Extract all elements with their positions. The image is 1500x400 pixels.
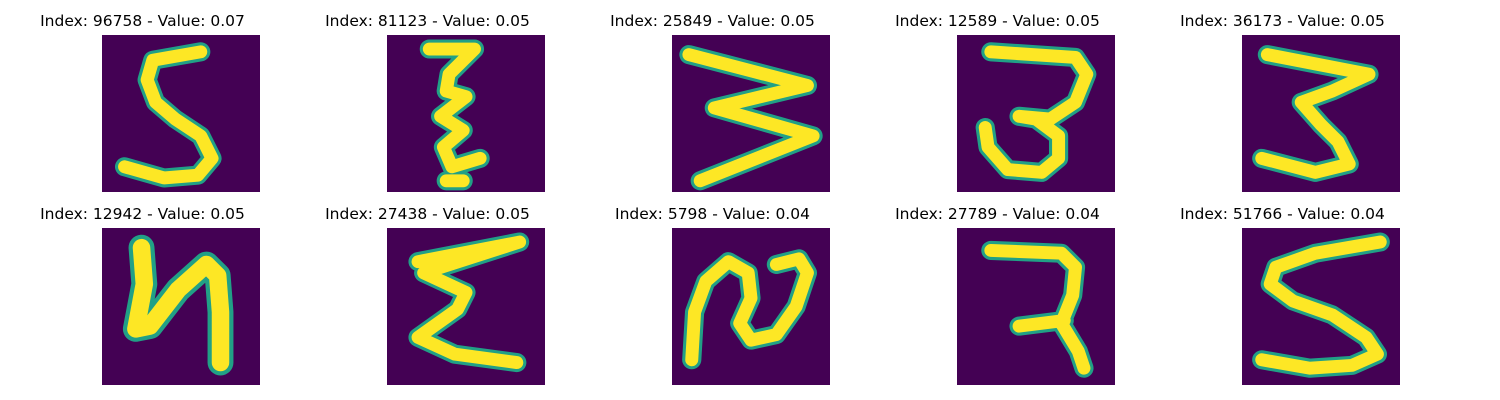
- digit-image: [672, 228, 830, 385]
- panel-title: Index: 27789 - Value: 0.04: [895, 205, 1100, 223]
- digit-image: [102, 228, 260, 385]
- sample-panel: Index: 27438 - Value: 0.05: [285, 193, 570, 385]
- digit-image: [387, 228, 545, 385]
- panel-title: Index: 25849 - Value: 0.05: [610, 12, 815, 30]
- panel-title: Index: 5798 - Value: 0.04: [615, 205, 810, 223]
- digit-image: [1242, 35, 1400, 192]
- sample-panel: Index: 81123 - Value: 0.05: [285, 0, 570, 192]
- glyph-stroke-core: [685, 252, 814, 367]
- sample-panel: Index: 25849 - Value: 0.05: [570, 0, 855, 192]
- glyph-stroke-core: [984, 243, 1091, 375]
- panel-title: Index: 36173 - Value: 0.05: [1180, 12, 1385, 30]
- sample-panel: Index: 5798 - Value: 0.04: [570, 193, 855, 385]
- sample-panel: Index: 12942 - Value: 0.05: [0, 193, 285, 385]
- sample-panel: Index: 51766 - Value: 0.04: [1140, 193, 1425, 385]
- digit-image: [672, 35, 830, 192]
- digit-image: [957, 35, 1115, 192]
- sample-panel: Index: 96758 - Value: 0.07: [0, 0, 285, 192]
- glyph-stroke-core: [682, 48, 820, 188]
- panel-title: Index: 27438 - Value: 0.05: [325, 205, 530, 223]
- panel-title: Index: 96758 - Value: 0.07: [40, 12, 245, 30]
- glyph-stroke-core: [118, 45, 219, 185]
- sample-panel: Index: 27789 - Value: 0.04: [855, 193, 1140, 385]
- glyph-stroke-core: [127, 238, 230, 372]
- digit-image: [387, 35, 545, 192]
- glyph-stroke-core: [1255, 235, 1387, 375]
- panel-title: Index: 12589 - Value: 0.05: [895, 12, 1100, 30]
- digit-image: [1242, 228, 1400, 385]
- sample-panel: Index: 36173 - Value: 0.05: [1140, 0, 1425, 192]
- digit-image: [102, 35, 260, 192]
- glyph-stroke-core: [422, 42, 487, 188]
- glyph-stroke-core: [978, 45, 1094, 179]
- panel-title: Index: 12942 - Value: 0.05: [40, 205, 245, 223]
- sample-panel: Index: 12589 - Value: 0.05: [855, 0, 1140, 192]
- digit-image: [957, 228, 1115, 385]
- glyph-stroke-core: [1255, 48, 1376, 179]
- panel-title: Index: 51766 - Value: 0.04: [1180, 205, 1385, 223]
- glyph-stroke-core: [411, 235, 527, 370]
- panel-title: Index: 81123 - Value: 0.05: [325, 12, 530, 30]
